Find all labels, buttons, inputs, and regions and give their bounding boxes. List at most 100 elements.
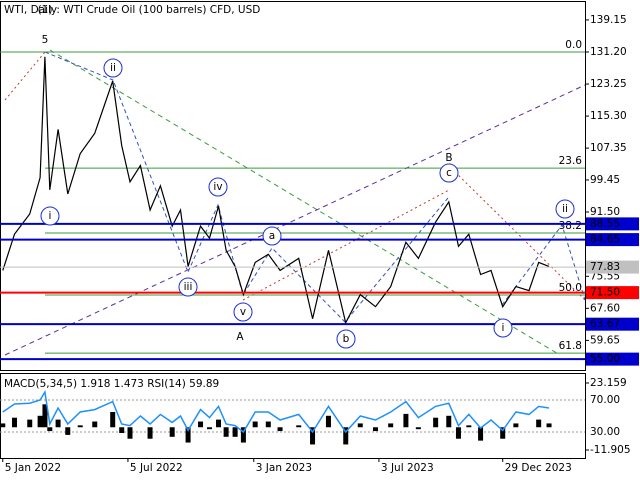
y2-tick-label: 70.00 xyxy=(590,394,620,406)
macd-bar xyxy=(296,425,302,428)
wave-label: ii xyxy=(562,203,568,215)
level-label: 55.00 xyxy=(590,353,620,365)
fibonacci-label: 38.2 xyxy=(559,220,582,232)
wave-circle xyxy=(103,58,123,78)
wave-circle xyxy=(262,226,282,246)
macd-bar xyxy=(0,423,6,428)
y-tick-label: 91.50 xyxy=(590,206,620,218)
level-box xyxy=(586,260,639,274)
wave-label: i xyxy=(49,210,52,222)
macd-bar xyxy=(265,421,271,428)
y-tick-label: 131.20 xyxy=(590,46,627,58)
macd-bar xyxy=(216,419,222,428)
y-tick-label: 115.30 xyxy=(590,110,627,122)
macd-bar xyxy=(433,417,439,428)
macd-bar xyxy=(65,427,71,435)
y-tick-label: 99.45 xyxy=(590,174,620,186)
channel-line xyxy=(4,84,586,356)
level-label: 88.55 xyxy=(590,218,620,230)
macd-bar xyxy=(500,427,506,439)
macd-bar xyxy=(240,427,246,443)
macd-bar xyxy=(127,427,133,439)
wave-circle xyxy=(178,277,198,297)
rsi-line xyxy=(2,389,550,434)
macd-bar xyxy=(372,427,378,432)
macd-bar xyxy=(198,421,204,428)
y2-tick-label: 30.00 xyxy=(590,426,620,438)
x-tick-label: 3 Jul 2023 xyxy=(381,462,434,474)
level-label: 63.67 xyxy=(590,318,620,330)
macd-bar xyxy=(110,411,116,428)
macd-bar xyxy=(310,427,316,445)
x-tick-label: 5 Jul 2022 xyxy=(130,462,183,474)
wave-line xyxy=(4,51,46,101)
wave-label: b xyxy=(343,333,350,345)
wave-circle xyxy=(439,163,459,183)
indicator-title: MACD(5,34,5) 1.918 1.473 RSI(14) 59.89 xyxy=(4,378,219,390)
level-label: 77.83 xyxy=(590,261,620,273)
price-panel-frame xyxy=(0,1,586,371)
wave-line xyxy=(242,189,450,301)
channel-line xyxy=(49,49,561,356)
y-tick-label: 67.60 xyxy=(590,302,620,314)
macd-bar xyxy=(343,427,349,445)
wave-circle xyxy=(233,302,253,322)
macd-bar xyxy=(119,427,125,433)
wave-label: 5 xyxy=(42,34,49,46)
y-tick-label: 23.159 xyxy=(590,377,627,389)
macd-bar xyxy=(77,425,83,428)
fibonacci-label: 0.0 xyxy=(565,39,582,51)
level-box xyxy=(586,217,639,231)
macd-bar xyxy=(37,415,43,428)
y-tick-label: 123.25 xyxy=(590,78,627,90)
macd-bar xyxy=(55,419,61,428)
wave-line xyxy=(501,223,586,306)
indicator-panel-frame xyxy=(0,373,586,459)
macd-bar xyxy=(403,413,409,428)
wave-label: iv xyxy=(213,181,222,193)
y-tick-label: 59.65 xyxy=(590,334,620,346)
wave-label: ii xyxy=(110,62,116,74)
macd-bar xyxy=(478,427,484,441)
x-tick-label: 3 Jan 2023 xyxy=(256,462,312,474)
fibonacci-label: 50.0 xyxy=(559,282,582,294)
macd-bar xyxy=(546,423,552,428)
level-box xyxy=(586,352,639,366)
macd-bar xyxy=(185,427,191,443)
macd-bar xyxy=(455,427,461,439)
macd-bar xyxy=(207,427,213,430)
wave-line xyxy=(44,51,449,323)
wave-circle xyxy=(336,329,356,349)
macd-bar xyxy=(357,423,363,428)
macd-bar xyxy=(446,415,452,428)
wave-circle xyxy=(40,206,60,226)
y-tick-label: 139.15 xyxy=(590,14,627,26)
wave-circle xyxy=(555,199,575,219)
macd-bar xyxy=(27,419,33,428)
chart-title: WTI, Daily: WTI Crude Oil (100 barrels) … xyxy=(4,4,260,16)
wave-label: iii xyxy=(184,281,193,293)
macd-bar xyxy=(513,423,519,428)
macd-bar xyxy=(147,427,153,439)
macd-bar xyxy=(92,421,98,428)
macd-bar xyxy=(325,415,331,428)
wave-label: v xyxy=(240,306,246,318)
fibonacci-label: 23.6 xyxy=(559,155,583,167)
wave-label: (1) xyxy=(38,4,53,16)
level-box xyxy=(586,233,639,247)
level-box xyxy=(586,286,639,300)
macd-bar xyxy=(466,425,472,428)
price-line xyxy=(2,56,550,325)
x-tick-label: 29 Dec 2023 xyxy=(505,462,572,474)
macd-bar xyxy=(252,421,258,428)
wave-label: a xyxy=(269,230,275,242)
macd-bar xyxy=(42,404,48,428)
level-box xyxy=(586,317,639,331)
macd-bar xyxy=(536,419,542,428)
macd-bar xyxy=(415,427,421,430)
wave-circle xyxy=(208,177,228,197)
x-tick-label: 5 Jan 2022 xyxy=(5,462,61,474)
macd-bar xyxy=(277,427,283,432)
macd-bar xyxy=(12,417,18,428)
